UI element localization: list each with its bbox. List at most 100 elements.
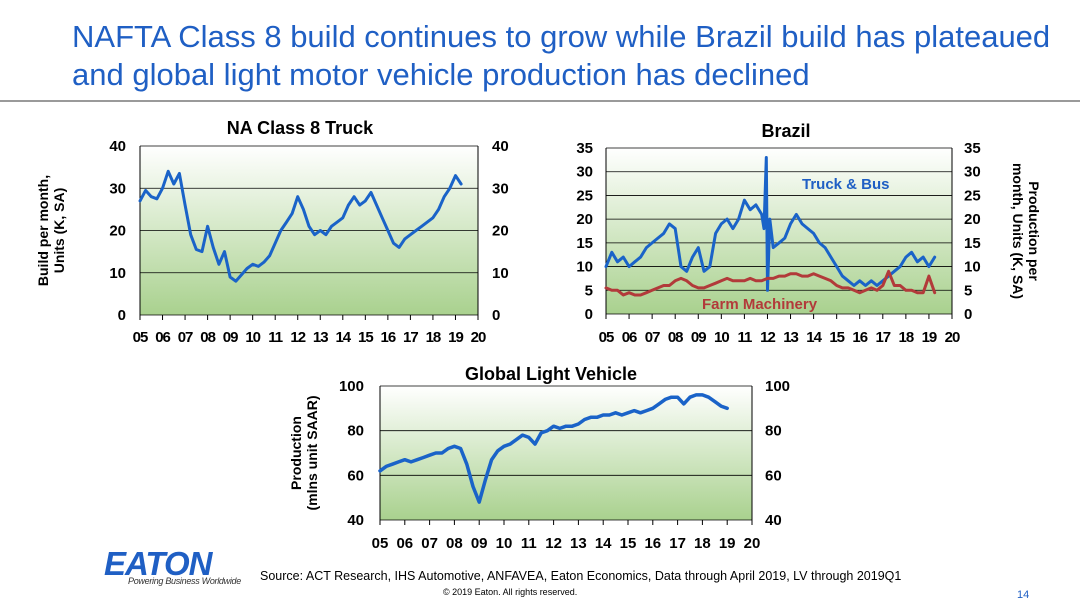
brazil-ytick-right: 15 xyxy=(964,235,981,252)
na-xtick-label: 15 xyxy=(358,329,373,346)
brazil-annotation-farm-machinery: Farm Machinery xyxy=(702,296,818,313)
page-title: NAFTA Class 8 build continues to grow wh… xyxy=(72,19,1051,92)
global-plot: 40 40 60 60 80 80 100 100 05 06 07 08 09 10 11 12 13 14 15… xyxy=(288,364,790,552)
na-series-line-0 xyxy=(138,169,463,283)
brazil-xtick-label: 05 xyxy=(599,329,614,346)
na-xtick-label: 12 xyxy=(290,329,305,346)
na-ytick-left: 40 xyxy=(109,138,126,155)
na-xtick-label: 11 xyxy=(268,329,283,346)
brazil-xtick-label: 16 xyxy=(852,329,867,346)
brazil-plot-area xyxy=(606,148,952,314)
global-xtick-label: 08 xyxy=(446,535,463,552)
na-xtick-label: 10 xyxy=(245,329,260,346)
global-xtick-label: 19 xyxy=(719,535,736,552)
na-xtick-label: 07 xyxy=(178,329,193,346)
copyright-note: © 2019 Eaton. All rights reserved. xyxy=(443,587,578,597)
brazil-ytick-left: 20 xyxy=(576,211,593,228)
brazil-ytick-left: 0 xyxy=(585,306,593,323)
brazil-xtick-label: 18 xyxy=(899,329,914,346)
brazil-xtick-label: 14 xyxy=(806,329,822,346)
brazil-ytick-left: 25 xyxy=(576,187,593,204)
brazil-ytick-right: 30 xyxy=(964,164,981,181)
global-xtick-label: 09 xyxy=(471,535,488,552)
na-xtick-label: 08 xyxy=(200,329,215,346)
na-xtick-label: 14 xyxy=(335,329,351,346)
brazil-xtick-label: 13 xyxy=(783,329,798,346)
global-xtick-label: 17 xyxy=(669,535,686,552)
brazil-ytick-right: 35 xyxy=(964,140,981,157)
global-ytick-left: 100 xyxy=(339,378,364,395)
na-ytick-right: 40 xyxy=(492,138,509,155)
brazil-xtick-label: 15 xyxy=(829,329,844,346)
logo-tagline: Powering Business Worldwide xyxy=(128,576,241,586)
global-xtick-label: 11 xyxy=(521,535,537,552)
global-plot-area xyxy=(380,386,752,520)
brazil-ytick-left: 15 xyxy=(576,235,593,252)
global-xtick-label: 05 xyxy=(372,535,389,552)
global-ytick-left: 80 xyxy=(347,423,364,440)
brazil-ytick-left: 5 xyxy=(585,282,593,299)
source-note: Source: ACT Research, IHS Automotive, AN… xyxy=(260,569,902,583)
brazil-ytick-right: 10 xyxy=(964,259,981,276)
global-ytick-right: 40 xyxy=(765,512,782,529)
brazil-xtick-label: 17 xyxy=(875,329,890,346)
brazil-series-line-0 xyxy=(604,156,937,292)
global-xtick-label: 12 xyxy=(545,535,562,552)
na-ytick-right: 0 xyxy=(492,307,500,324)
global-xtick-label: 10 xyxy=(496,535,513,552)
brazil-series-line-1 xyxy=(604,269,937,297)
eaton-logo: EATON xyxy=(104,545,215,582)
global-xtick-label: 16 xyxy=(644,535,661,552)
na-ytick-right: 30 xyxy=(492,180,509,197)
na-xtick-label: 19 xyxy=(448,329,463,346)
brazil-xtick-label: 08 xyxy=(668,329,683,346)
global-xtick-label: 14 xyxy=(595,535,612,552)
global-xtick-label: 07 xyxy=(421,535,438,552)
global-ytick-right: 60 xyxy=(765,467,782,484)
brazil-xtick-label: 11 xyxy=(737,329,752,346)
na-ytick-left: 20 xyxy=(109,223,126,240)
global-chart-title: Global Light Vehicle xyxy=(465,364,637,384)
na-xtick-label: 06 xyxy=(155,329,170,346)
na-xtick-label: 05 xyxy=(133,329,148,346)
global-ylabel: Production(mlns unit SAAR) xyxy=(288,395,320,510)
na-xtick-label: 13 xyxy=(313,329,328,346)
page-number: 14 xyxy=(1017,589,1030,601)
na-xtick-label: 20 xyxy=(471,329,486,346)
global-ytick-right: 100 xyxy=(765,378,790,395)
na-chart-title: NA Class 8 Truck xyxy=(227,118,374,138)
logo-wordmark: EATON xyxy=(104,545,214,582)
global-xtick-label: 13 xyxy=(570,535,587,552)
na-ytick-left: 10 xyxy=(109,265,126,282)
brazil-xtick-label: 07 xyxy=(645,329,660,346)
brazil-ytick-right: 0 xyxy=(964,306,972,323)
brazil-ytick-left: 30 xyxy=(576,164,593,181)
brazil-ylabel: Production permonth, Units (K, SA) xyxy=(1010,163,1042,299)
na-xtick-label: 09 xyxy=(223,329,238,346)
brazil-ytick-left: 35 xyxy=(576,140,593,157)
brazil-xtick-label: 20 xyxy=(945,329,960,346)
brazil-xtick-label: 19 xyxy=(922,329,937,346)
title-divider xyxy=(0,100,1080,102)
na-xtick-label: 17 xyxy=(403,329,418,346)
brazil-xtick-label: 09 xyxy=(691,329,706,346)
na-ytick-left: 30 xyxy=(109,180,126,197)
brazil-annotation-truck-bus: Truck & Bus xyxy=(802,176,890,193)
global-xtick-label: 18 xyxy=(694,535,711,552)
brazil-ytick-left: 10 xyxy=(576,259,593,276)
global-xtick-label: 20 xyxy=(744,535,761,552)
global-xtick-label: 06 xyxy=(396,535,413,552)
na-ytick-left: 0 xyxy=(118,307,126,324)
brazil-chart-title: Brazil xyxy=(761,121,810,141)
global-ytick-right: 80 xyxy=(765,423,782,440)
global-xtick-label: 15 xyxy=(620,535,637,552)
na-ylabel: Build per month,Units (K, SA) xyxy=(35,175,67,286)
brazil-ytick-right: 20 xyxy=(964,211,981,228)
global-ytick-left: 40 xyxy=(347,512,364,529)
na-ytick-right: 20 xyxy=(492,223,509,240)
global-series-line-0 xyxy=(378,393,729,504)
brazil-ytick-right: 5 xyxy=(964,282,972,299)
brazil-ytick-right: 25 xyxy=(964,187,981,204)
na-xtick-label: 16 xyxy=(381,329,396,346)
